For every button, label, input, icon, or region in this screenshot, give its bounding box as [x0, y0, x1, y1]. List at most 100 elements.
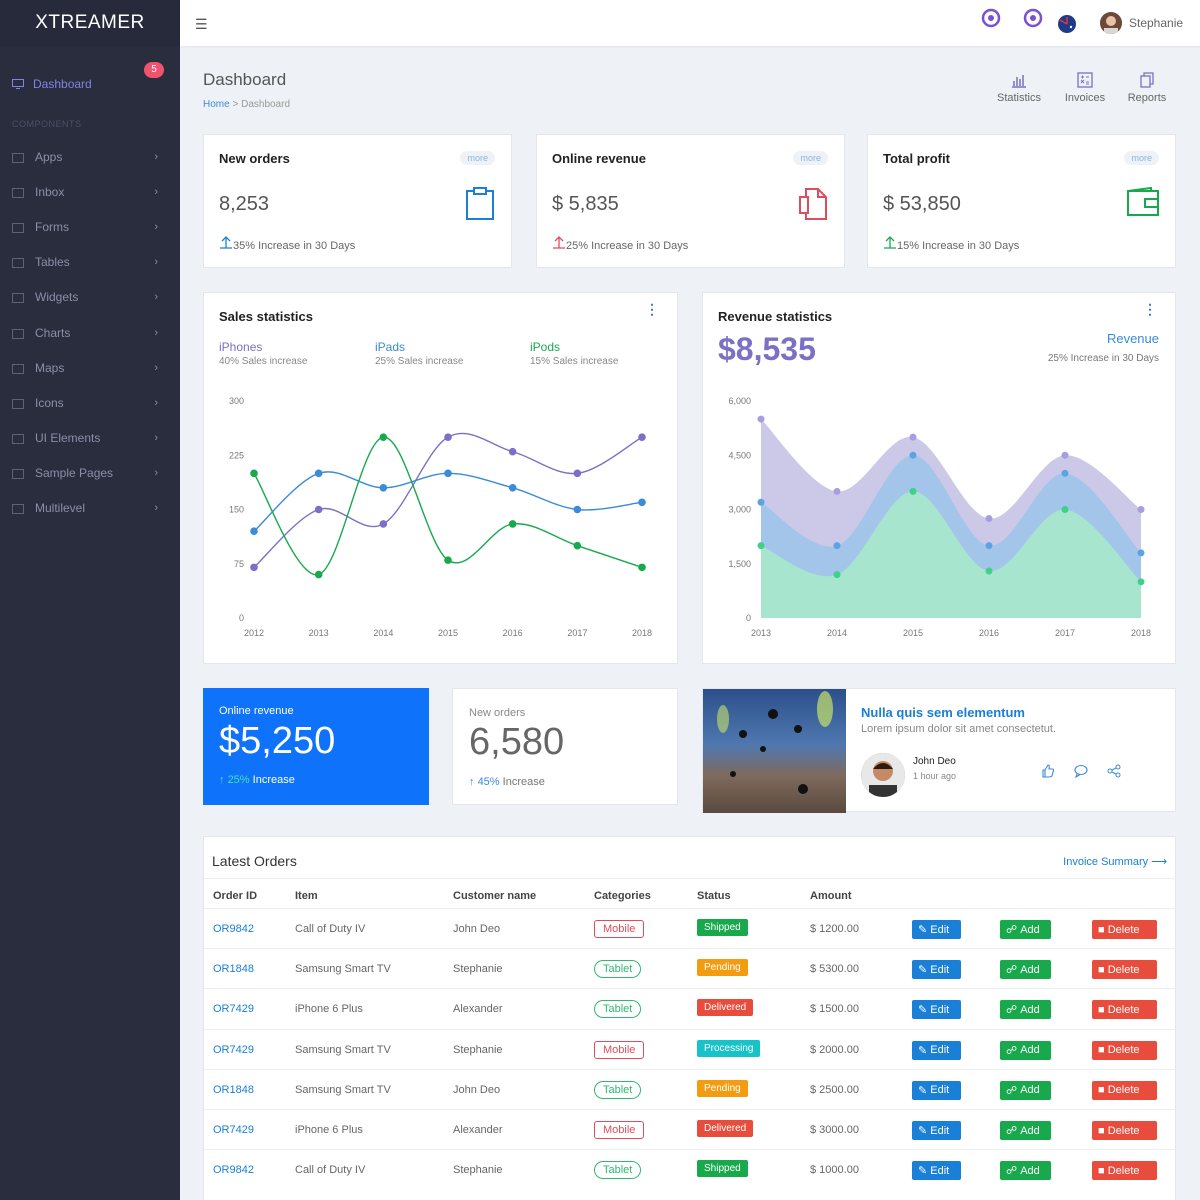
x-tick-label: 2018	[1131, 628, 1151, 638]
order-id-link[interactable]: OR7429	[213, 1043, 254, 1056]
topbar: ☰ Stephanie	[180, 0, 1200, 46]
sidebar-item-maps[interactable]: Maps ›	[0, 350, 180, 385]
revenue-sub: 25% Increase in 30 Days	[1047, 353, 1159, 364]
edit-button[interactable]: ✎ Edit	[912, 920, 961, 939]
edit-button[interactable]: ✎ Edit	[912, 1080, 961, 1100]
delete-button[interactable]: ■ Delete	[1092, 1040, 1157, 1060]
sidebar-item-dashboard[interactable]: Dashboard	[0, 72, 180, 96]
add-button[interactable]: ☍ Add	[1000, 1080, 1051, 1100]
delete-button[interactable]: ■ Delete	[1092, 1000, 1157, 1020]
data-point	[573, 469, 582, 478]
new-orders-mini-card: New orders 6,580 ↑ 45% Increase	[452, 688, 678, 805]
item-name: Samsung Smart TV	[295, 1043, 391, 1056]
item-name: iPhone 6 Plus	[295, 1003, 363, 1016]
order-id-link[interactable]: OR7429	[213, 1124, 254, 1136]
user-menu[interactable]: Stephanie	[1100, 12, 1183, 34]
add-button[interactable]: ☍ Add	[1000, 1040, 1051, 1060]
amount: $ 5300.00	[810, 963, 859, 976]
sidebar-item-multilevel[interactable]: Multilevel ›	[0, 491, 180, 526]
delete-button[interactable]: ■ Delete	[1092, 1121, 1157, 1140]
data-point	[444, 556, 452, 564]
category-badge: Mobile	[594, 1040, 645, 1059]
share-icon[interactable]	[1107, 764, 1121, 778]
edit-button[interactable]: ✎ Edit	[912, 1000, 961, 1020]
order-id-link[interactable]: OR9842	[213, 1164, 254, 1177]
data-point	[909, 451, 917, 459]
add-button[interactable]: ☍ Add	[1000, 920, 1051, 939]
edit-button[interactable]: ✎ Edit	[912, 1040, 961, 1060]
quick-link-reports[interactable]: Reports	[1115, 72, 1179, 104]
edit-button[interactable]: ✎ Edit	[912, 960, 961, 980]
flag-icon[interactable]	[1057, 14, 1077, 34]
delete-button[interactable]: ■ Delete	[1092, 1080, 1157, 1100]
sidebar-item-tables[interactable]: Tables ›	[0, 245, 180, 280]
quick-link-invoices[interactable]: Invoices	[1053, 72, 1117, 104]
arrow-up-icon	[220, 236, 232, 249]
trash-icon: ■	[1098, 1164, 1105, 1177]
data-point	[508, 520, 517, 528]
link-icon: ☍	[1006, 1125, 1018, 1137]
sidebar-item-widgets[interactable]: Widgets ›	[0, 280, 180, 315]
sidebar-item-sample-pages[interactable]: Sample Pages ›	[0, 456, 180, 491]
calculator-icon	[1077, 72, 1093, 88]
invoice-summary-link[interactable]: Invoice Summary ⟶	[1063, 856, 1167, 868]
more-button[interactable]: more	[460, 151, 495, 165]
delete-button[interactable]: ■ Delete	[1092, 920, 1157, 939]
skydivers-image	[703, 689, 846, 813]
orders-title: Latest Orders	[212, 853, 297, 869]
post-title[interactable]: Nulla quis sem elementum	[861, 705, 1025, 720]
data-point	[638, 563, 646, 572]
x-tick-label: 2017	[1055, 628, 1075, 638]
customer-name: Stephanie	[453, 1043, 503, 1056]
data-point	[638, 433, 646, 441]
order-id-link[interactable]: OR1848	[213, 1083, 254, 1096]
edit-button[interactable]: ✎ Edit	[912, 1161, 961, 1181]
author-avatar	[861, 753, 905, 797]
more-button[interactable]: more	[793, 151, 828, 165]
data-point	[757, 542, 765, 550]
add-button[interactable]: ☍ Add	[1000, 960, 1051, 980]
notification-icon[interactable]	[980, 8, 1002, 30]
message-icon[interactable]	[1022, 8, 1044, 30]
add-button[interactable]: ☍ Add	[1000, 1000, 1051, 1020]
table-row: OR1848 Samsung Smart TV John Deo Tablet Pend…	[204, 1068, 1177, 1109]
trash-icon: ■	[1098, 1044, 1105, 1057]
x-tick-label: 2017	[567, 628, 587, 638]
quick-link-statistics[interactable]: Statistics	[987, 72, 1051, 104]
link-icon: ☍	[1006, 924, 1018, 936]
sidebar-item-label: Sample Pages	[35, 466, 114, 481]
add-button[interactable]: ☍ Add	[1000, 1161, 1051, 1181]
legend-iphones: iPhones 40% Sales increase	[219, 340, 308, 367]
more-button[interactable]: more	[1124, 151, 1159, 165]
add-button[interactable]: ☍ Add	[1000, 1121, 1051, 1140]
link-icon: ☍	[1006, 1004, 1018, 1017]
sales-statistics-card: Sales statistics ⋮ iPhones 40% Sales incr…	[203, 292, 678, 664]
sidebar-item-ui-elements[interactable]: UI Elements ›	[0, 421, 180, 456]
sidebar-item-label: UI Elements	[35, 431, 101, 446]
sidebar: XTREAMER Dashboard 5 COMPONENTS Apps › Inb…	[0, 0, 180, 1200]
sidebar-item-icons[interactable]: Icons ›	[0, 385, 180, 420]
latest-orders-card: Latest Orders Invoice Summary ⟶ Order ID…	[203, 836, 1177, 1200]
post-time: 1 hour ago	[913, 771, 957, 781]
copy-icon	[12, 468, 26, 480]
order-id-link[interactable]: OR7429	[213, 1003, 254, 1016]
breadcrumb-home[interactable]: Home	[203, 99, 230, 110]
comment-icon[interactable]	[1074, 764, 1088, 778]
sidebar-item-apps[interactable]: Apps ›	[0, 139, 180, 174]
x-tick-label: 2018	[632, 628, 652, 638]
data-point	[909, 487, 917, 495]
menu-toggle-icon[interactable]: ☰	[195, 16, 208, 32]
delete-button[interactable]: ■ Delete	[1092, 1161, 1157, 1181]
logo[interactable]: XTREAMER	[0, 0, 180, 46]
order-id-link[interactable]: OR1848	[213, 963, 254, 976]
sidebar-item-charts[interactable]: Charts ›	[0, 315, 180, 350]
like-icon[interactable]	[1041, 764, 1055, 778]
order-id-link[interactable]: OR9842	[213, 923, 254, 935]
data-point	[833, 487, 841, 495]
delete-button[interactable]: ■ Delete	[1092, 960, 1157, 980]
copy-icon	[1140, 72, 1154, 88]
sidebar-item-inbox[interactable]: Inbox ›	[0, 174, 180, 209]
chevron-right-icon: ›	[154, 185, 158, 198]
sidebar-item-forms[interactable]: Forms ›	[0, 209, 180, 244]
edit-button[interactable]: ✎ Edit	[912, 1121, 961, 1140]
